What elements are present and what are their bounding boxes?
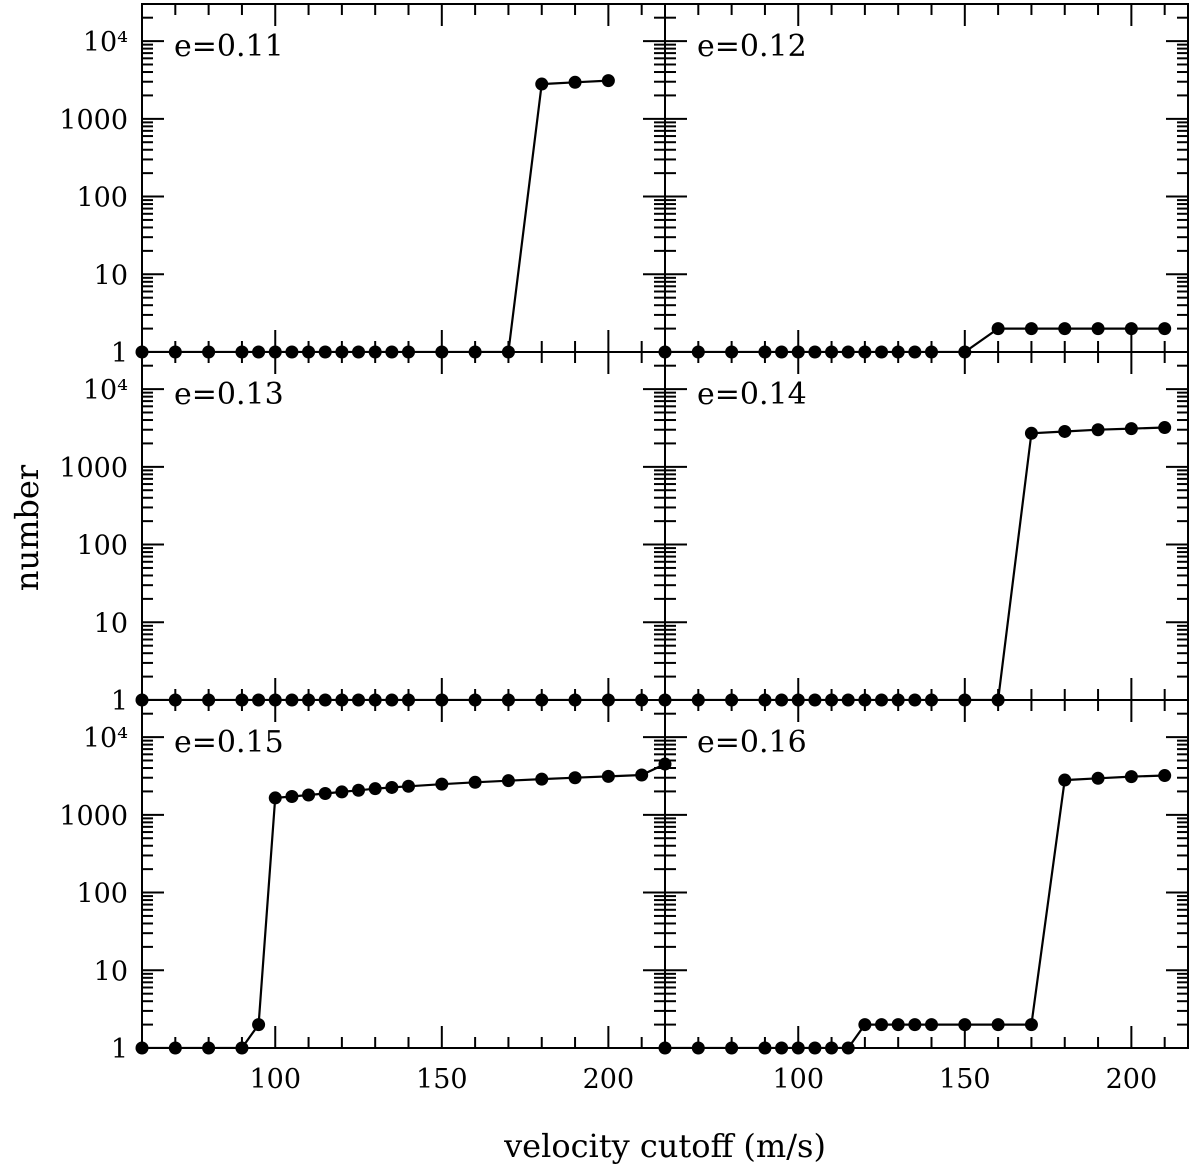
data-point	[1058, 322, 1072, 336]
data-point	[875, 1018, 889, 1032]
panel-1: 1 10 100 1000 10⁴ e=0.11	[59, 3, 666, 369]
panel-label: e=0.15	[174, 725, 284, 760]
panel-label: e=0.11	[174, 29, 284, 64]
x-tick-label: 150	[939, 1064, 991, 1095]
panel-4: e=0.14	[658, 351, 1189, 707]
data-point	[385, 780, 399, 794]
data-point	[1024, 426, 1038, 440]
data-point	[568, 75, 582, 89]
data-point	[568, 771, 582, 785]
data-point	[285, 790, 299, 804]
x-tick-label: 200	[583, 1064, 635, 1095]
series-line	[665, 327, 1165, 352]
y-tick-label: 1	[111, 686, 128, 717]
data-point	[635, 768, 649, 782]
data-point	[991, 1018, 1005, 1032]
data-point	[368, 782, 382, 796]
data-point	[501, 774, 515, 788]
data-point	[335, 785, 349, 799]
panel-frame	[664, 699, 1189, 1049]
y-tick-label: 10	[94, 608, 128, 639]
data-point	[825, 1041, 839, 1055]
data-point	[235, 1041, 249, 1055]
data-point	[202, 1041, 216, 1055]
data-point	[758, 1041, 772, 1055]
data-point	[1091, 771, 1105, 785]
y-tick-label: 1000	[59, 453, 128, 484]
x-tick-label: 200	[1106, 1064, 1158, 1095]
data-point	[958, 1018, 972, 1032]
y-tick-label: 10	[94, 260, 128, 291]
data-point	[841, 1041, 855, 1055]
data-point	[658, 1041, 672, 1055]
data-point	[1124, 422, 1138, 436]
series-line	[665, 426, 1165, 700]
y-tick-label: 1	[111, 338, 128, 369]
data-point	[352, 783, 366, 797]
y-tick-label: 1000	[59, 105, 128, 136]
data-point	[725, 1041, 739, 1055]
data-point	[808, 1041, 822, 1055]
data-point	[775, 1041, 789, 1055]
panel-label: e=0.16	[697, 725, 807, 760]
data-point	[318, 787, 332, 801]
data-point	[891, 1018, 905, 1032]
data-point	[302, 788, 316, 802]
data-point	[1091, 423, 1105, 437]
data-point	[135, 1041, 149, 1055]
data-point	[991, 322, 1005, 336]
data-point	[601, 769, 615, 783]
panel-2: e=0.12	[658, 3, 1189, 359]
data-point	[1058, 424, 1072, 438]
panel-label: e=0.12	[697, 29, 807, 64]
data-point	[535, 772, 549, 786]
y-tick-label: 10⁴	[83, 375, 128, 406]
series-line	[142, 763, 665, 1048]
data-point	[401, 779, 415, 793]
data-point	[1058, 773, 1072, 787]
data-point	[1158, 769, 1172, 783]
data-point	[535, 77, 549, 91]
x-tick-label: 150	[416, 1064, 468, 1095]
data-point	[1024, 322, 1038, 336]
data-point	[924, 1018, 938, 1032]
panel-5: 1 10 100 1000 10⁴ 100 150 200 e=0.15	[59, 699, 672, 1095]
series-line	[665, 774, 1165, 1048]
y-tick-label: 100	[76, 531, 128, 562]
y-tick-label: 1000	[59, 801, 128, 832]
data-point	[1024, 1018, 1038, 1032]
x-tick-label: 100	[772, 1064, 824, 1095]
y-tick-label: 10	[94, 956, 128, 987]
y-tick-label: 100	[76, 183, 128, 214]
data-point	[168, 1041, 182, 1055]
panel-3: 1 10 100 1000 10⁴ e=0.13	[59, 351, 666, 717]
data-point	[1124, 770, 1138, 784]
data-point	[791, 1041, 805, 1055]
y-tick-label: 10⁴	[83, 723, 128, 754]
data-point	[1124, 322, 1138, 336]
data-point	[858, 1018, 872, 1032]
panel-6: 100 150 200 e=0.16	[658, 699, 1189, 1095]
y-tick-label: 1	[111, 1034, 128, 1065]
x-tick-label: 100	[249, 1064, 301, 1095]
data-point	[601, 74, 615, 88]
data-point	[468, 775, 482, 789]
data-point	[1158, 421, 1172, 435]
data-point	[268, 791, 282, 805]
data-point	[1091, 322, 1105, 336]
data-point	[1158, 322, 1172, 336]
data-point	[908, 1018, 922, 1032]
series-line	[142, 79, 609, 352]
y-axis-title: number	[8, 464, 46, 591]
panel-label: e=0.13	[174, 377, 284, 412]
data-point	[691, 1041, 705, 1055]
data-point	[435, 777, 449, 791]
x-axis-title: velocity cutoff (m/s)	[503, 1127, 826, 1165]
y-tick-label: 100	[76, 879, 128, 910]
y-tick-label: 10⁴	[83, 27, 128, 58]
data-point	[252, 1018, 266, 1032]
panel-label: e=0.14	[697, 377, 807, 412]
panel-grid: 1 10 100 1000 10⁴ e=0.11 e=0.12 1 10 100 1000 10⁴ e=…	[59, 3, 1189, 1095]
